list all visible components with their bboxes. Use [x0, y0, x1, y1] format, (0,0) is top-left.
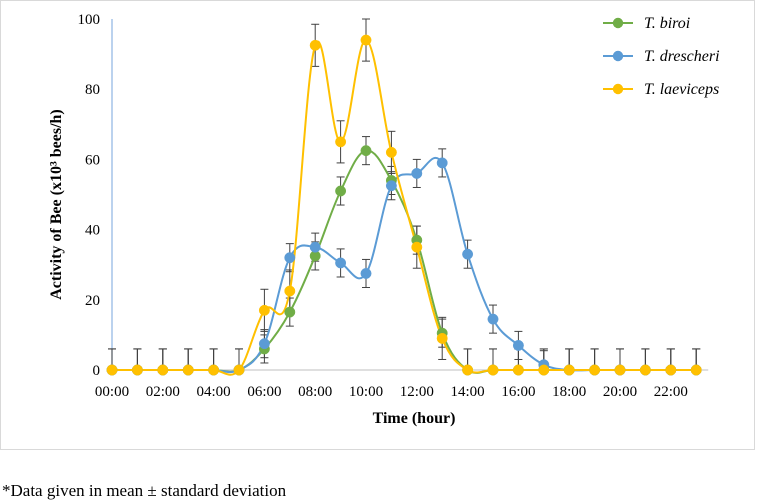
- data-point-t-laeviceps: [258, 304, 270, 316]
- axes: 0 20 40 60 80 100 00:00 02:00 04:00 06:00 08:00 10:…: [78, 12, 709, 400]
- y-tick-label: 60: [85, 152, 100, 168]
- data-point-t-laeviceps: [589, 364, 601, 376]
- data-point-t-laeviceps: [360, 34, 372, 46]
- data-point-t-drescheri: [309, 241, 321, 253]
- legend-marker: [612, 50, 624, 62]
- data-point-t-drescheri: [411, 167, 423, 179]
- x-tick-label: 22:00: [654, 384, 688, 400]
- x-tick-label: 06:00: [247, 384, 281, 400]
- legend-marker: [612, 17, 624, 29]
- x-tick-label: 12:00: [400, 384, 434, 400]
- legend-item-t-laeviceps: T. laeviceps: [603, 81, 719, 98]
- x-tick-label: 18:00: [552, 384, 586, 400]
- line-chart: 0 20 40 60 80 100 00:00 02:00 04:00 06:00 08:00 10:…: [48, 12, 720, 427]
- data-point-t-laeviceps: [157, 364, 169, 376]
- x-tick-label: 04:00: [197, 384, 231, 400]
- series-line-t-biroi: [111, 149, 697, 374]
- data-point-t-laeviceps: [106, 364, 118, 376]
- data-point-t-drescheri: [462, 248, 474, 260]
- data-point-t-laeviceps: [487, 364, 499, 376]
- legend-marker: [612, 83, 624, 95]
- data-point-t-drescheri: [436, 157, 448, 169]
- data-point-t-laeviceps: [690, 364, 702, 376]
- data-point-t-laeviceps: [131, 364, 143, 376]
- legend-item-t-drescheri: T. drescheri: [603, 48, 720, 65]
- data-point-t-laeviceps: [233, 364, 245, 376]
- data-point-t-laeviceps: [563, 364, 575, 376]
- x-tick-label: 16:00: [501, 384, 535, 400]
- x-tick-label: 00:00: [95, 384, 129, 400]
- y-tick-label: 80: [85, 82, 100, 98]
- legend-item-t-biroi: T. biroi: [603, 15, 690, 32]
- data-point-t-biroi: [284, 306, 296, 318]
- data-point-t-laeviceps: [385, 146, 397, 158]
- y-tick-label: 20: [85, 293, 100, 309]
- data-point-t-laeviceps: [411, 241, 423, 253]
- y-tick-label: 40: [85, 223, 100, 239]
- data-point-t-laeviceps: [462, 364, 474, 376]
- legend-label: T. drescheri: [644, 48, 720, 65]
- data-point-t-drescheri: [385, 180, 397, 192]
- data-point-t-laeviceps: [614, 364, 626, 376]
- series-lines: [111, 39, 697, 376]
- data-point-t-laeviceps: [284, 285, 296, 297]
- data-point-t-biroi: [360, 145, 372, 157]
- data-point-t-laeviceps: [665, 364, 677, 376]
- series-points: [106, 34, 702, 376]
- data-point-t-drescheri: [512, 339, 524, 351]
- y-tick-label: 100: [78, 12, 101, 28]
- legend-label: T. biroi: [644, 15, 690, 32]
- data-point-t-laeviceps: [436, 332, 448, 344]
- data-point-t-drescheri: [284, 252, 296, 264]
- x-tick-label: 10:00: [349, 384, 383, 400]
- data-point-t-drescheri: [258, 338, 270, 350]
- footnote: *Data given in mean ± standard deviation: [2, 481, 287, 500]
- data-point-t-laeviceps: [639, 364, 651, 376]
- data-point-t-drescheri: [487, 313, 499, 325]
- y-tick-label: 0: [93, 363, 101, 379]
- x-axis-title: Time (hour): [373, 410, 456, 427]
- legend-label: T. laeviceps: [644, 81, 719, 98]
- data-point-t-laeviceps: [208, 364, 220, 376]
- chart-frame: [0, 0, 755, 450]
- series-line-t-laeviceps: [111, 39, 697, 376]
- data-point-t-drescheri: [360, 268, 372, 279]
- x-tick-label: 20:00: [603, 384, 637, 400]
- legend: T. biroi T. drescheri T. laeviceps: [603, 15, 720, 98]
- data-point-t-drescheri: [335, 257, 347, 269]
- y-axis-title: Activity of Bee (x10³ bees/h): [48, 109, 65, 300]
- data-point-t-biroi: [335, 185, 347, 197]
- data-point-t-laeviceps: [538, 364, 550, 376]
- x-tick-label: 02:00: [146, 384, 180, 400]
- x-tick-label: 08:00: [298, 384, 332, 400]
- data-point-t-laeviceps: [182, 364, 194, 376]
- data-point-t-laeviceps: [512, 364, 524, 376]
- error-bars: [108, 18, 701, 370]
- data-point-t-laeviceps: [335, 136, 347, 148]
- data-point-t-laeviceps: [309, 39, 321, 51]
- series-line-t-drescheri: [111, 156, 697, 374]
- x-tick-label: 14:00: [451, 384, 485, 400]
